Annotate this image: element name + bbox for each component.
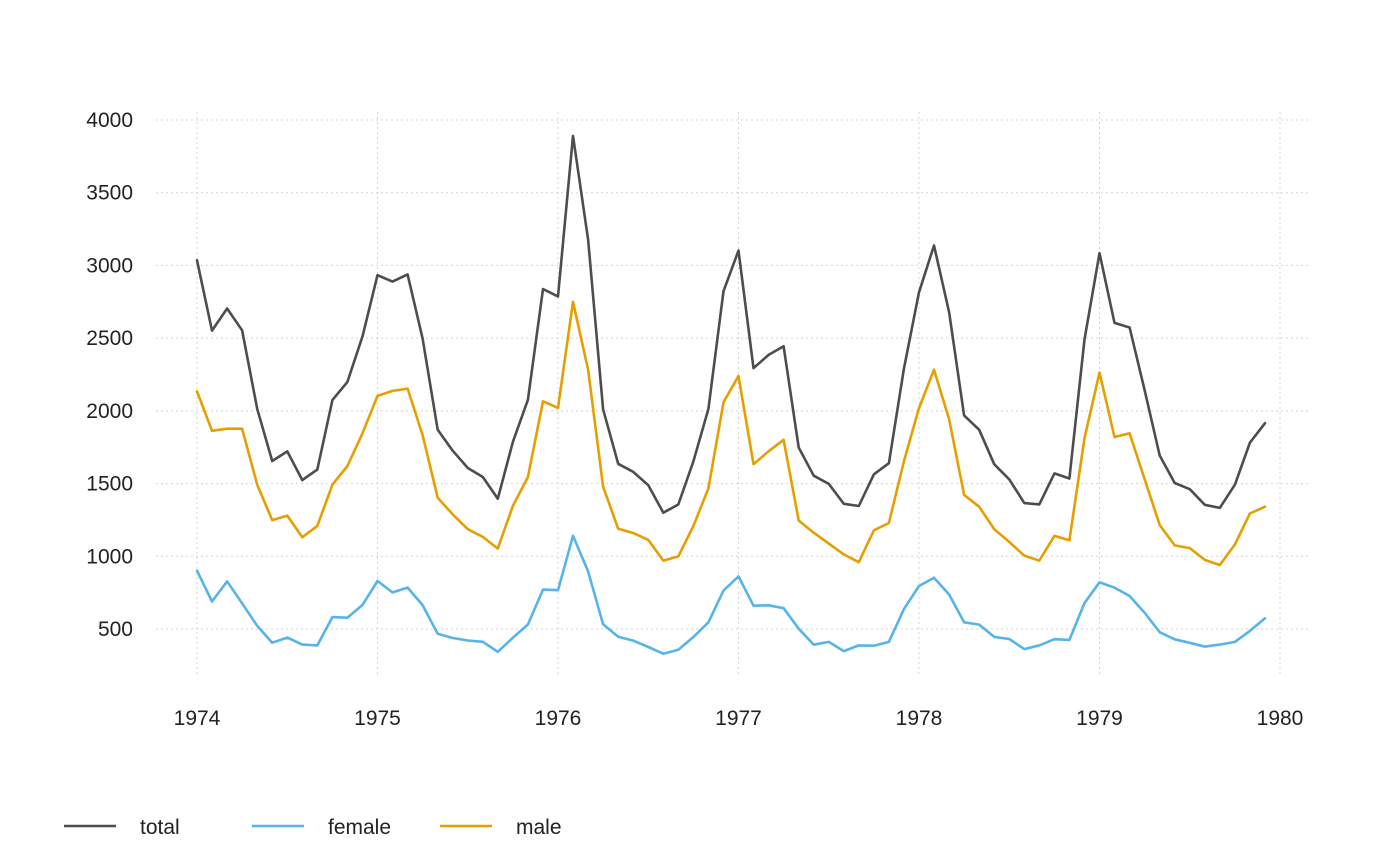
- x-tick-label: 1979: [1076, 707, 1123, 730]
- x-tick-label: 1976: [535, 707, 582, 730]
- legend-label-total: total: [140, 816, 180, 839]
- y-tick-label: 500: [98, 618, 133, 641]
- x-tick-label: 1977: [715, 707, 762, 730]
- legend-label-male: male: [516, 816, 562, 839]
- x-tick-label: 1980: [1257, 707, 1304, 730]
- y-tick-label: 1000: [86, 545, 133, 568]
- y-tick-label: 3500: [86, 182, 133, 205]
- grid-lines: [156, 112, 1308, 676]
- legend: total female male: [64, 816, 562, 839]
- y-axis-tick-labels: 500 1000 1500 2000 2500 3000 3500 4000: [86, 109, 133, 641]
- legend-item-male: male: [440, 816, 562, 839]
- y-tick-label: 3000: [86, 254, 133, 277]
- y-tick-label: 1500: [86, 473, 133, 496]
- x-tick-label: 1978: [896, 707, 943, 730]
- series-line-female: [195, 534, 1267, 656]
- series-line-male: [195, 300, 1267, 567]
- x-tick-label: 1975: [354, 707, 401, 730]
- legend-item-total: total: [64, 816, 180, 839]
- legend-label-female: female: [328, 816, 391, 839]
- x-tick-label: 1974: [174, 707, 221, 730]
- legend-item-female: female: [252, 816, 391, 839]
- series-lines: [195, 134, 1267, 656]
- y-tick-label: 4000: [86, 109, 133, 132]
- x-axis-tick-labels: 1974 1975 1976 1977 1978 1979 1980: [174, 707, 1304, 730]
- y-tick-label: 2500: [86, 327, 133, 350]
- series-line-total: [195, 134, 1267, 515]
- y-tick-label: 2000: [86, 400, 133, 423]
